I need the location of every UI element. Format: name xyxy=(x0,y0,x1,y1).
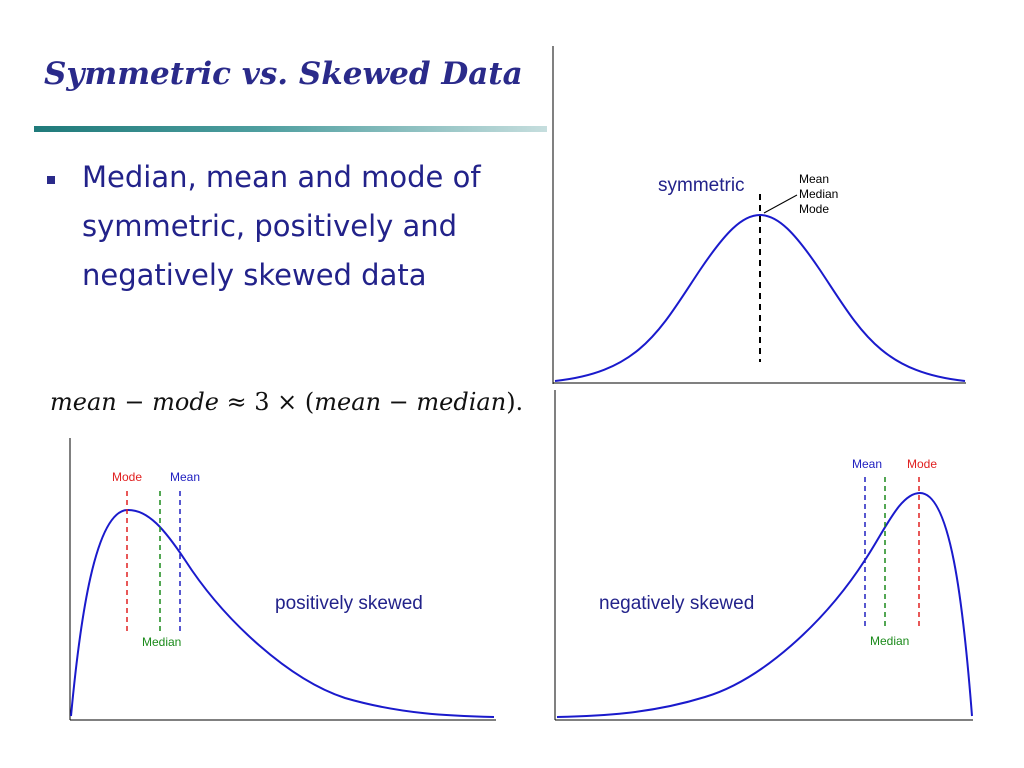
symmetric-curve xyxy=(554,213,966,382)
formula: mean − mode ≈ 3 × (mean − median). xyxy=(50,388,523,416)
negative-mean-label: Mean xyxy=(852,457,882,471)
slide-title: Symmetric vs. Skewed Data xyxy=(44,56,523,92)
positive-curve xyxy=(70,508,495,718)
negative-mode-label: Mode xyxy=(907,457,937,471)
symmetric-panel: symmetric Mean Median Mode xyxy=(552,46,966,384)
symmetric-annotation-mode: Mode xyxy=(799,202,829,216)
formula-mean: mean xyxy=(50,388,117,416)
formula-minus-2: − xyxy=(388,388,409,416)
bullet-text: Median, mean and mode of symmetric, posi… xyxy=(82,160,481,292)
formula-close: ). xyxy=(506,388,524,416)
positive-skew-label: positively skewed xyxy=(275,593,423,614)
positive-median-label: Median xyxy=(142,635,181,649)
positive-skew-panel: Mode Mean Median positively skewed xyxy=(69,438,496,721)
symmetric-label: symmetric xyxy=(658,175,745,196)
negative-median-label: Median xyxy=(870,634,909,648)
symmetric-pointer xyxy=(763,194,798,214)
formula-approx: ≈ 3 × ( xyxy=(226,388,315,416)
negative-skew-panel: Mean Mode Median negatively skewed xyxy=(554,390,973,721)
formula-median: median xyxy=(416,388,507,416)
positive-mean-label: Mean xyxy=(170,470,200,484)
title-underline xyxy=(34,126,547,132)
positive-mode-label: Mode xyxy=(112,470,142,484)
formula-mean-2: mean xyxy=(314,388,382,416)
symmetric-annotation-median: Median xyxy=(799,187,838,201)
formula-minus: − xyxy=(124,388,145,416)
formula-mode: mode xyxy=(152,388,219,416)
negative-skew-label: negatively skewed xyxy=(599,593,754,614)
bullet-marker-icon xyxy=(47,176,55,184)
symmetric-annotation-mean: Mean xyxy=(799,172,829,186)
